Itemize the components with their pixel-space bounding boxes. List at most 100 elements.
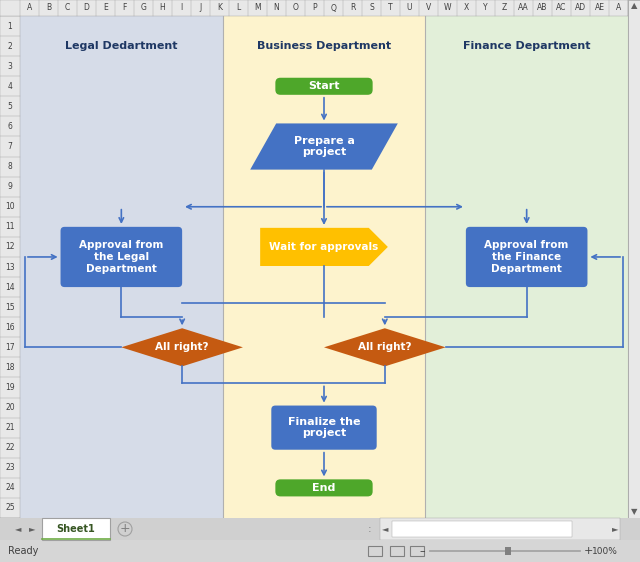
Text: Finance Department: Finance Department — [463, 41, 591, 51]
FancyBboxPatch shape — [275, 479, 372, 496]
Text: A: A — [616, 3, 621, 12]
Text: 22: 22 — [5, 443, 15, 452]
Text: 16: 16 — [5, 323, 15, 332]
Bar — [42, 518, 110, 540]
Text: C: C — [65, 3, 70, 12]
Text: AA: AA — [518, 3, 529, 12]
Text: A: A — [27, 3, 32, 12]
Text: 9: 9 — [8, 182, 12, 191]
Text: 5: 5 — [8, 102, 12, 111]
Text: AD: AD — [575, 3, 586, 12]
Text: 15: 15 — [5, 303, 15, 312]
Text: W: W — [444, 3, 451, 12]
Text: AB: AB — [538, 3, 548, 12]
Bar — [223, 16, 426, 518]
Text: All right?: All right? — [358, 342, 412, 352]
Text: Legal Dedartment: Legal Dedartment — [65, 41, 177, 51]
Text: ►: ► — [29, 524, 35, 533]
Text: Prepare a
project: Prepare a project — [294, 135, 355, 157]
Text: 23: 23 — [5, 463, 15, 472]
Bar — [0, 540, 640, 562]
Text: Sheet1: Sheet1 — [56, 524, 95, 534]
Text: Start: Start — [308, 81, 340, 91]
Text: B: B — [46, 3, 51, 12]
Text: 20: 20 — [5, 403, 15, 412]
Text: 1: 1 — [8, 21, 12, 30]
FancyBboxPatch shape — [271, 406, 377, 450]
Bar — [380, 518, 620, 540]
Text: End: End — [312, 483, 336, 493]
Text: U: U — [407, 3, 412, 12]
Text: 21: 21 — [5, 423, 15, 432]
Text: G: G — [141, 3, 147, 12]
Text: H: H — [159, 3, 165, 12]
Text: –: – — [419, 546, 425, 556]
Polygon shape — [250, 124, 398, 170]
Text: Approval from
the Legal
Department: Approval from the Legal Department — [79, 241, 164, 274]
Text: Z: Z — [502, 3, 507, 12]
Text: E: E — [103, 3, 108, 12]
Bar — [390, 546, 404, 556]
Text: Approval from
the Finance
Department: Approval from the Finance Department — [484, 241, 569, 274]
Text: I: I — [180, 3, 182, 12]
Text: 3: 3 — [8, 62, 12, 71]
Text: 6: 6 — [8, 122, 12, 131]
Text: M: M — [254, 3, 261, 12]
Text: 25: 25 — [5, 504, 15, 513]
Bar — [426, 16, 628, 518]
Text: +: + — [120, 523, 131, 536]
Polygon shape — [260, 228, 388, 266]
Text: 7: 7 — [8, 142, 12, 151]
Text: 19: 19 — [5, 383, 15, 392]
Text: ▲: ▲ — [631, 2, 637, 11]
Text: Y: Y — [483, 3, 488, 12]
Text: 8: 8 — [8, 162, 12, 171]
Text: X: X — [464, 3, 469, 12]
Text: +: + — [583, 546, 593, 556]
Text: 11: 11 — [5, 223, 15, 232]
Polygon shape — [122, 328, 243, 366]
Bar — [628, 0, 640, 518]
Text: J: J — [200, 3, 202, 12]
Text: 17: 17 — [5, 343, 15, 352]
Text: N: N — [274, 3, 280, 12]
Bar — [0, 518, 640, 540]
Bar — [0, 0, 628, 16]
Text: 100%: 100% — [592, 546, 618, 555]
Text: K: K — [217, 3, 222, 12]
Bar — [505, 547, 511, 555]
Text: :: : — [368, 524, 372, 534]
Text: 10: 10 — [5, 202, 15, 211]
Bar — [410, 546, 424, 556]
Text: ▼: ▼ — [631, 507, 637, 516]
Text: 2: 2 — [8, 42, 12, 51]
Polygon shape — [324, 328, 445, 366]
Bar — [392, 521, 572, 537]
Text: 18: 18 — [5, 363, 15, 372]
Text: F: F — [122, 3, 127, 12]
Text: Finalize the
project: Finalize the project — [288, 417, 360, 438]
Bar — [0, 0, 20, 16]
Text: Ready: Ready — [8, 546, 38, 556]
Text: V: V — [426, 3, 431, 12]
Text: L: L — [236, 3, 241, 12]
Bar — [0, 16, 20, 518]
Text: ►: ► — [612, 524, 618, 533]
FancyBboxPatch shape — [466, 227, 588, 287]
Text: AC: AC — [556, 3, 566, 12]
Text: S: S — [369, 3, 374, 12]
Text: 13: 13 — [5, 262, 15, 271]
Text: P: P — [312, 3, 317, 12]
Text: Business Department: Business Department — [257, 41, 391, 51]
Text: Wait for approvals: Wait for approvals — [269, 242, 379, 252]
Text: 14: 14 — [5, 283, 15, 292]
Text: O: O — [292, 3, 298, 12]
Text: 12: 12 — [5, 242, 15, 251]
FancyBboxPatch shape — [275, 78, 372, 95]
Text: ◄: ◄ — [15, 524, 21, 533]
Bar — [20, 16, 223, 518]
Text: T: T — [388, 3, 393, 12]
Text: 4: 4 — [8, 82, 12, 91]
FancyBboxPatch shape — [61, 227, 182, 287]
Text: ◄: ◄ — [381, 524, 388, 533]
